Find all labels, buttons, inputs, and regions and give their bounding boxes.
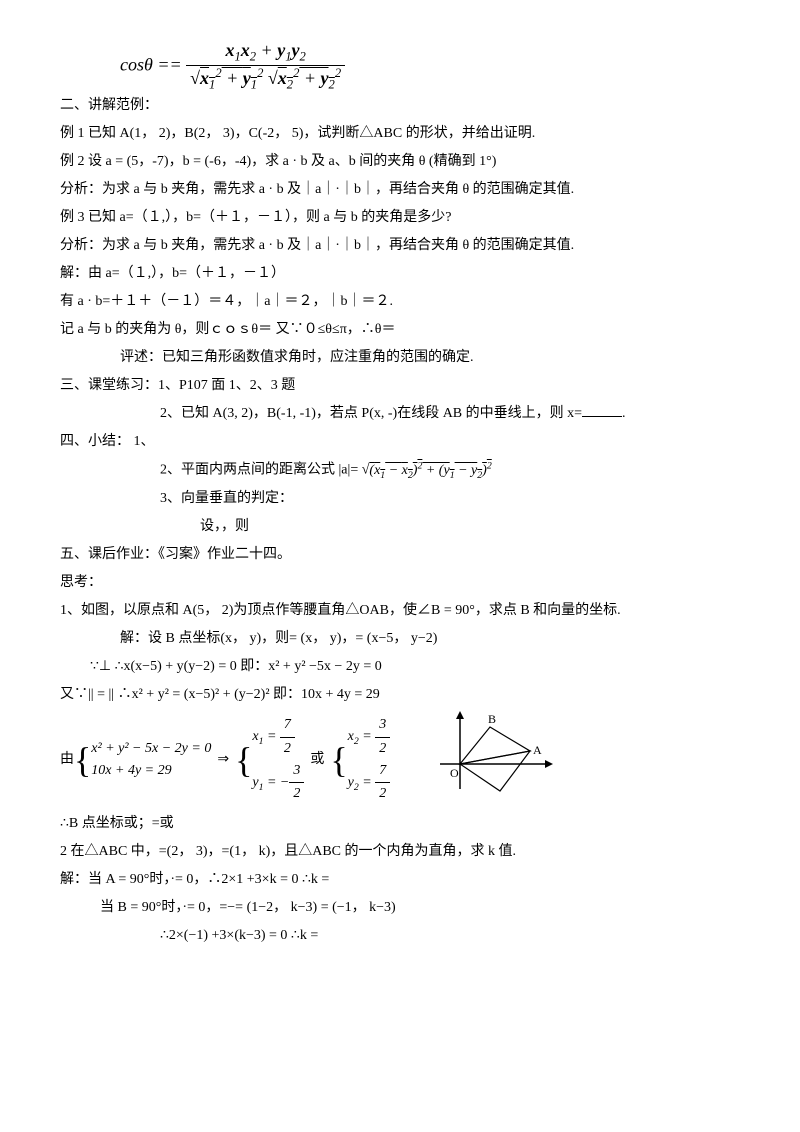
example-2: 例 2 设 a = (5，-7)，b = (-6，-4)，求 a · b 及 a…	[60, 148, 740, 176]
section4-line2: 2、平面内两点间的距离公式 |a|= √(x1 − x2)2 + (y1 − y…	[160, 456, 740, 485]
example-3-sol3: 记 a 与 b 的夹角为 θ，则ｃｏｓθ＝ 又∵０≤θ≤π，∴θ＝	[60, 316, 740, 344]
think1: 1、如图，以原点和 A(5， 2)为顶点作等腰直角△OAB，使∠B = 90°，…	[60, 597, 740, 625]
example-3: 例 3 已知 a=（１,），b=（＋１，－１），则 a 与 b 的夹角是多少?	[60, 204, 740, 232]
cos-lhs: cosθ ==	[120, 54, 182, 74]
sol1-y: y1 = −32	[252, 760, 304, 806]
think1-sol3: 又∵|| = || ∴x² + y² = (x−5)² + (y−2)² 即：1…	[60, 681, 740, 709]
section4-line2-text: 2、平面内两点间的距离公式 |a|=	[160, 463, 358, 478]
label-O: O	[450, 766, 459, 780]
sys-sol1: x1 = 72 y1 = −32	[252, 714, 304, 806]
eq1: x² + y² − 5x − 2y = 0	[91, 738, 211, 760]
eq2: 10x + 4y = 29	[91, 760, 211, 782]
label-A: A	[533, 743, 542, 757]
section4-title: 四、小结： 1、	[60, 428, 740, 456]
sol1-x: x1 = 72	[252, 714, 304, 760]
example-3-sol2: 有 a · b=＋１＋（－１）＝４，｜a｜＝２，｜b｜＝２.	[60, 288, 740, 316]
diagram-svg: O A B	[430, 709, 560, 799]
section3-line2: 2、已知 A(3, 2)，B(-1, -1)，若点 P(x, -)在线段 AB …	[160, 400, 740, 428]
system-prefix: 由	[60, 746, 74, 774]
sys-sol2: x2 = 32 y2 = 72	[348, 714, 391, 806]
brace-icon-2: {	[235, 724, 252, 796]
think2-sol3: ∴2×(−1) +3×(k−3) = 0 ∴k =	[160, 922, 740, 950]
think2: 2 在△ABC 中，=(2， 3)，=(1， k)，且△ABC 的一个内角为直角…	[60, 838, 740, 866]
think1-sol2: ∵⊥ ∴x(x−5) + y(y−2) = 0 即：x² + y² −5x − …	[90, 653, 740, 681]
top-formula: cosθ == x1x2 + y1y2 √x12 + y12 √x22 + y2…	[120, 40, 740, 92]
example-3-comment: 评述：已知三角形函数值求角时，应注重角的范围的确定.	[120, 344, 740, 372]
equation-system: 由 { x² + y² − 5x − 2y = 0 10x + 4y = 29 …	[60, 714, 390, 806]
label-B: B	[488, 712, 496, 726]
sys-left: x² + y² − 5x − 2y = 0 10x + 4y = 29	[91, 738, 211, 783]
example-2-analysis: 分析：为求 a 与 b 夹角，需先求 a · b 及｜a｜·｜b｜，再结合夹角 …	[60, 176, 740, 204]
think1-sol4: ∴B 点坐标或；=或	[60, 810, 740, 838]
section4-line4: 设，，则	[200, 513, 740, 541]
section4-line3: 3、向量垂直的判定：	[160, 485, 740, 513]
think2-sol2: 当 B = 90°时，·= 0，=−= (1−2， k−3) = (−1， k−…	[100, 894, 740, 922]
think2-sol1: 解：当 A = 90°时，·= 0，∴2×1 +3×k = 0 ∴k =	[60, 866, 740, 894]
system-row: 由 { x² + y² − 5x − 2y = 0 10x + 4y = 29 …	[60, 709, 740, 810]
brace-icon: {	[74, 724, 91, 796]
example-3-analysis: 分析：为求 a 与 b 夹角，需先求 a · b 及｜a｜·｜b｜，再结合夹角 …	[60, 232, 740, 260]
section3-line2-text: 2、已知 A(3, 2)，B(-1, -1)，若点 P(x, -)在线段 AB …	[160, 406, 582, 421]
numerator: x1x2 + y1y2	[186, 40, 345, 66]
brace-icon-3: {	[330, 724, 347, 796]
section5-title: 五、课后作业：《习案》作业二十四。	[60, 541, 740, 569]
example-1: 例 1 已知 A(1， 2)，B(2， 3)，C(-2， 5)，试判断△ABC …	[60, 120, 740, 148]
arrow-icon: ⇒	[217, 746, 229, 774]
think1-sol1: 解：设 B 点坐标(x， y)，则= (x， y)，= (x−5， y−2)	[120, 625, 740, 653]
or-text: 或	[310, 746, 324, 774]
denominator: √x12 + y12 √x22 + y22	[186, 66, 345, 93]
section2-title: 二、讲解范例：	[60, 92, 740, 120]
distance-formula: √(x1 − x2)2 + (y1 − y2)2	[362, 463, 492, 478]
fraction: x1x2 + y1y2 √x12 + y12 √x22 + y22	[186, 40, 345, 92]
example-3-sol1: 解：由 a=（１,），b=（＋１，－１）	[60, 260, 740, 288]
sol2-y: y2 = 72	[348, 760, 391, 806]
triangle-diagram: O A B	[430, 709, 560, 810]
sol2-x: x2 = 32	[348, 714, 391, 760]
section3-title: 三、课堂练习：1、P107 面 1、2、3 题	[60, 372, 740, 400]
think-title: 思考：	[60, 569, 740, 597]
blank-fill	[582, 416, 622, 417]
